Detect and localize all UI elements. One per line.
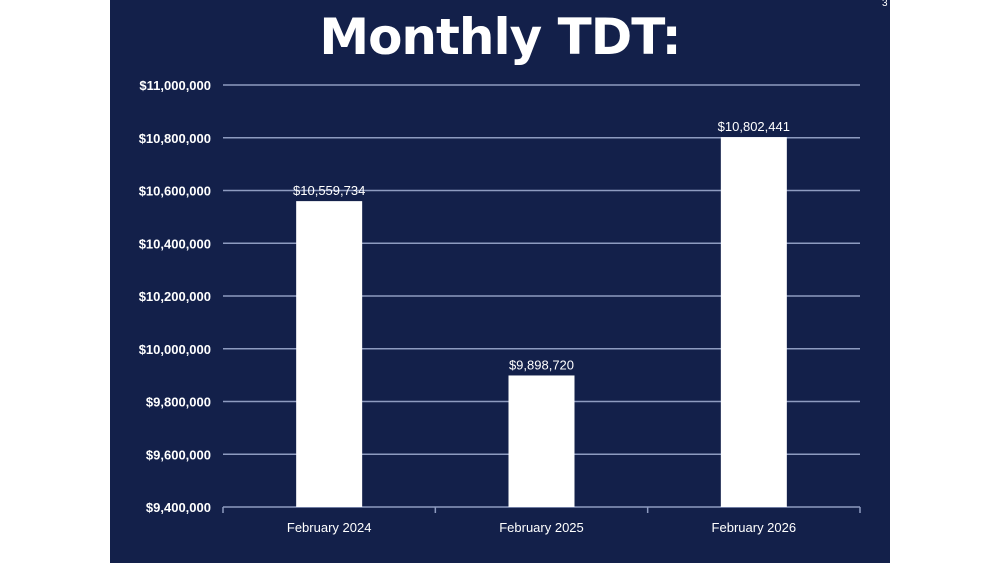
y-tick-label: $10,600,000 xyxy=(139,184,211,199)
data-label: $10,802,441 xyxy=(718,119,790,134)
y-tick-label: $10,000,000 xyxy=(139,342,211,357)
bar xyxy=(508,375,575,507)
chart-title: Monthly TDT: xyxy=(319,8,681,66)
y-tick-label: $9,600,000 xyxy=(146,447,211,462)
x-tick-label: February 2025 xyxy=(499,520,584,535)
x-tick-label: February 2026 xyxy=(712,520,797,535)
y-tick-label: $10,200,000 xyxy=(139,289,211,304)
y-tick-label: $9,400,000 xyxy=(146,500,211,515)
x-tick-label: February 2024 xyxy=(287,520,372,535)
data-label: $9,898,720 xyxy=(509,357,574,372)
y-tick-label: $9,800,000 xyxy=(146,395,211,410)
y-tick-label: $11,000,000 xyxy=(139,78,211,93)
y-tick-label: $10,400,000 xyxy=(139,236,211,251)
bar xyxy=(296,201,363,507)
page-number: 3 xyxy=(882,0,888,9)
y-tick-label: $10,800,000 xyxy=(139,131,211,146)
bar xyxy=(720,137,787,507)
data-label: $10,559,734 xyxy=(293,183,365,198)
